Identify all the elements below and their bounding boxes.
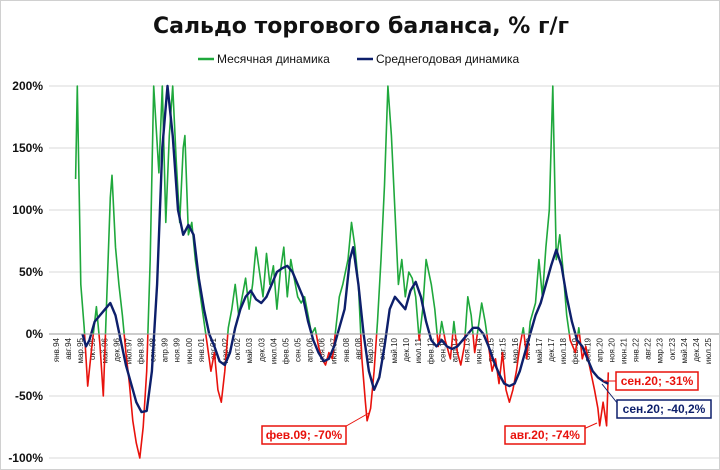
y-tick-label: 100% xyxy=(12,203,43,217)
x-tick-label: фев.12 xyxy=(426,337,435,364)
x-tick-label: мар.95 xyxy=(76,337,85,363)
y-tick-label: 200% xyxy=(12,79,43,93)
x-tick-label: май.03 xyxy=(245,337,254,363)
x-tick-label: июл.11 xyxy=(414,337,423,363)
x-tick-label: июл.18 xyxy=(559,337,568,364)
x-tick-label: апр.13 xyxy=(450,337,459,362)
x-axis: янв.94 авг.94 мар.95 окт.95 май.96 дек.96 июл.… xyxy=(52,337,713,364)
x-tick-label: дек.10 xyxy=(402,337,411,361)
x-tick-label: дек.17 xyxy=(547,337,556,361)
x-tick-label: авг.01 xyxy=(209,337,218,359)
x-tick-label: ноя.06 xyxy=(318,337,327,362)
x-tick-label: фев.98 xyxy=(137,337,146,364)
x-tick-label: дек.24 xyxy=(692,337,701,361)
callout-sep20-annual: сен.20; -40,2% xyxy=(601,383,712,419)
x-tick-label: июн.14 xyxy=(475,337,484,364)
legend-label-monthly: Месячная динамика xyxy=(217,52,330,66)
x-tick-label: июн.00 xyxy=(185,337,194,364)
series-annual xyxy=(81,84,609,414)
x-tick-label: сен.12 xyxy=(438,337,447,362)
callout-sep20-monthly: сен.20; -31% xyxy=(603,371,699,391)
x-tick-label: мар.09 xyxy=(366,337,375,363)
y-tick-label: 50% xyxy=(19,265,43,279)
x-tick-label: ноя.20 xyxy=(607,337,616,362)
x-tick-label: мар.23 xyxy=(656,337,665,363)
legend-label-annual: Среднегодовая динамика xyxy=(376,52,519,66)
x-tick-label: июл.04 xyxy=(269,337,278,364)
x-tick-label: мар.16 xyxy=(511,337,520,363)
x-tick-label: сен.19 xyxy=(583,337,592,362)
x-tick-label: дек.96 xyxy=(112,337,121,361)
x-tick-label: май.17 xyxy=(535,337,544,363)
series-area xyxy=(49,84,719,459)
y-tick-label: 0% xyxy=(26,327,44,341)
x-tick-label: июн.21 xyxy=(619,337,628,364)
x-tick-label: дек.03 xyxy=(257,337,266,361)
x-tick-label: авг.22 xyxy=(644,337,653,359)
callout-aug20-monthly: авг.20; -74% xyxy=(504,422,598,445)
x-tick-label: сен.05 xyxy=(293,337,302,362)
x-tick-label: авг.08 xyxy=(354,337,363,359)
x-tick-label: ноя.99 xyxy=(173,337,182,362)
x-tick-label: апр.20 xyxy=(595,337,604,362)
x-tick-label: май.10 xyxy=(390,337,399,363)
y-tick-label: -100% xyxy=(8,451,43,465)
x-tick-label: июл.97 xyxy=(124,337,133,364)
y-tick-label: -50% xyxy=(15,389,43,403)
x-tick-label: окт.95 xyxy=(88,337,97,359)
x-tick-label: янв.01 xyxy=(197,337,206,362)
y-axis: -100% -50% 0% 50% 100% 150% 200% xyxy=(8,79,719,465)
x-tick-label: янв.15 xyxy=(487,337,496,362)
x-tick-label: июн.07 xyxy=(330,337,339,364)
callout-aug20-text: авг.20; -74% xyxy=(510,428,580,442)
x-tick-label: янв.08 xyxy=(342,337,351,362)
x-tick-label: апр.99 xyxy=(161,337,170,362)
x-tick-label: янв.22 xyxy=(632,337,641,362)
x-tick-label: апр.06 xyxy=(306,337,315,362)
y-tick-label: 150% xyxy=(12,141,43,155)
x-tick-label: окт.09 xyxy=(378,337,387,359)
legend: Месячная динамика Среднегодовая динамика xyxy=(198,52,519,66)
callout-feb09: фев.09; -70% xyxy=(261,412,370,445)
callout-sep20-monthly-text: сен.20; -31% xyxy=(621,374,694,388)
callout-sep20-annual-text: сен.20; -40,2% xyxy=(623,402,706,416)
x-tick-label: окт.02 xyxy=(233,337,242,359)
chart-title: Сальдо торгового баланса, % г/г xyxy=(153,14,569,39)
x-tick-label: мар.02 xyxy=(221,337,230,363)
x-tick-label: май.24 xyxy=(680,337,689,363)
series-monthly-line-negative xyxy=(83,334,610,459)
x-tick-label: июл.25 xyxy=(704,337,713,364)
series-annual-line xyxy=(81,84,609,414)
x-tick-label: авг.94 xyxy=(64,337,73,359)
x-tick-label: окт.23 xyxy=(668,337,677,359)
callout-feb09-text: фев.09; -70% xyxy=(266,428,343,442)
x-tick-label: фев.05 xyxy=(281,337,290,364)
x-tick-label: авг.15 xyxy=(499,337,508,359)
x-tick-label: янв.94 xyxy=(52,337,61,362)
x-tick-label: ноя.13 xyxy=(463,337,472,362)
callouts: фев.09; -70% авг.20; -74% сен.20; -31% с… xyxy=(261,371,712,445)
